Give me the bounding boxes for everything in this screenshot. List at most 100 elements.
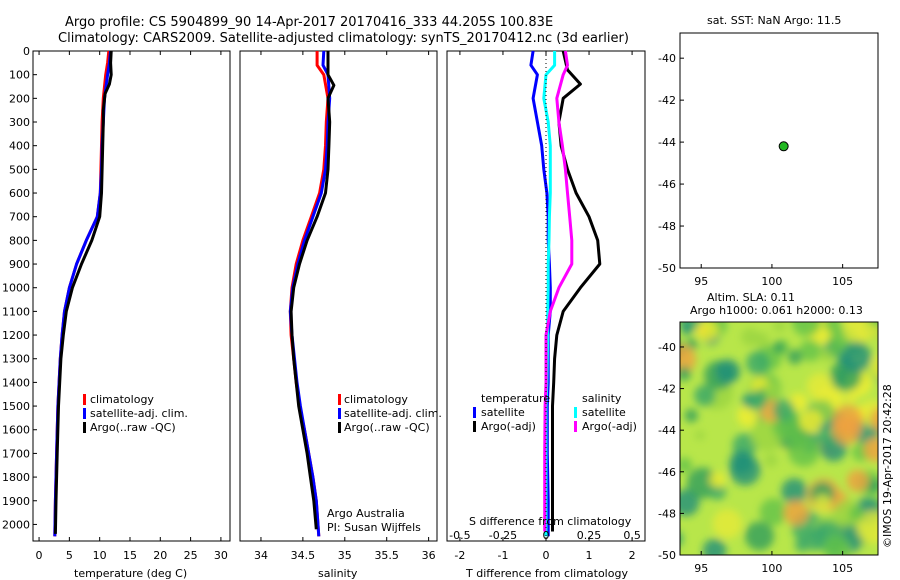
sla-anomaly-blob (773, 341, 785, 354)
legend-label-climatology: climatology (90, 393, 154, 406)
x-tick-label: 34.5 (291, 549, 316, 562)
legend-swatch-sal-argo (574, 421, 577, 432)
sla-anomaly-blob (729, 454, 761, 486)
x-tick-label: 34 (254, 549, 268, 562)
difference-x-axis-ticks: -2 -1 0 1 2 (454, 51, 636, 562)
lat-tick-label: -40 (658, 341, 676, 354)
x-tick-label: 35 (338, 549, 352, 562)
sla-anomaly-blob (846, 469, 869, 492)
lat-tick-label: -46 (658, 178, 676, 191)
depth-tick-label: 900 (9, 258, 30, 271)
legend-label-satellite: satellite-adj. clim. (90, 407, 188, 420)
sla-anomaly-blob (680, 322, 693, 335)
x-tick-label: 15 (123, 549, 137, 562)
figure-title-line2: Climatology: CARS2009. Satellite-adjuste… (58, 31, 629, 46)
profile-line (53, 50, 113, 534)
x-tick-label: 5 (66, 549, 73, 562)
difference-legend: temperature salinity satellite Argo(-adj… (473, 392, 637, 433)
sla-anomaly-blob (863, 437, 878, 462)
s-difference-tick-label: 0 (543, 529, 550, 542)
sla-anomaly-blob (787, 349, 803, 365)
map-title: sat. SST: NaN Argo: 11.5 (707, 14, 841, 27)
map-markers (778, 141, 789, 152)
sla-anomaly-blob (870, 355, 878, 379)
legend-label-satellite: satellite-adj. clim. (344, 407, 442, 420)
legend-swatch-temp-argo (473, 421, 476, 432)
x-tick-label: 10 (93, 549, 107, 562)
s-difference-tick-label: 0.5 (623, 529, 641, 542)
depth-tick-label: 2000 (2, 518, 30, 531)
x-tick-label: 2 (629, 549, 636, 562)
sla-anomaly-blob (685, 338, 698, 350)
sla-anomaly-blob (799, 339, 822, 362)
legend-swatch-argo (338, 422, 341, 433)
depth-tick-label: 800 (9, 234, 30, 247)
salinity-panel: 34 34.5 35 35.5 36 salinity climatology sate… (239, 50, 442, 580)
sla-anomaly-blob (772, 399, 795, 422)
salinity-legend: climatology satellite-adj. clim. Argo(..… (338, 393, 442, 434)
difference-panel: -2 -1 0 1 2 T difference from climatology S … (446, 50, 646, 580)
sla-anomaly-blob (831, 415, 861, 445)
sla-axis-ticks: 95 100 105 -40 -42 -44 -46 -48 -50 (658, 341, 853, 575)
sla-anomaly-blob (806, 373, 834, 400)
lon-tick-label: 95 (694, 562, 708, 575)
sla-map: Altim. SLA: 0.11 Argo h1000: 0.061 h2000… (658, 291, 879, 575)
lat-tick-label: -42 (658, 94, 676, 107)
legend-swatch-temp-satellite (473, 407, 476, 418)
lon-tick-label: 100 (761, 275, 782, 288)
x-tick-label: 0 (36, 549, 43, 562)
s-difference-tick-label: -0.25 (489, 529, 517, 542)
lat-tick-label: -50 (658, 549, 676, 562)
sla-title: Altim. SLA: 0.11 (707, 291, 795, 304)
sla-anomaly-field (680, 322, 878, 555)
lat-tick-label: -48 (658, 507, 676, 520)
sla-anomaly-blob (744, 521, 775, 551)
depth-tick-label: 1300 (2, 353, 30, 366)
x-tick-label: -1 (497, 549, 508, 562)
sla-anomaly-blob (870, 407, 878, 432)
argo-float-marker (778, 141, 789, 152)
x-tick-label: 30 (214, 549, 228, 562)
lat-tick-label: -40 (658, 52, 676, 65)
sla-anomaly-blob (794, 537, 810, 553)
s-difference-ticks: -0.5 -0.25 0 0.25 0.5 (449, 529, 641, 542)
sla-anomaly-blob (715, 359, 741, 384)
legend-swatch-satellite (338, 408, 341, 419)
x-tick-label: 1 (586, 549, 593, 562)
sla-anomaly-blob (759, 498, 787, 526)
argo-group-annotation: Argo Australia (327, 507, 405, 520)
legend-label-argo: Argo(..raw -QC) (90, 421, 176, 434)
legend-label-sal-argo: Argo(-adj) (582, 420, 637, 433)
sla-anomaly-blob (694, 430, 705, 441)
sla-anomaly-blob (814, 494, 832, 512)
lat-tick-label: -44 (658, 136, 676, 149)
sla-anomaly-blob (696, 322, 719, 342)
sla-anomaly-blob (781, 478, 808, 505)
depth-tick-label: 1800 (2, 471, 30, 484)
map-axes-frame (679, 32, 879, 269)
pi-annotation: PI: Susan Wijffels (327, 521, 421, 534)
lat-tick-label: -50 (658, 262, 676, 275)
depth-tick-label: 700 (9, 211, 30, 224)
sla-anomaly-blob (693, 384, 716, 407)
s-difference-tick-label: 0.25 (577, 529, 602, 542)
depth-tick-label: 1400 (2, 376, 30, 389)
temperature-axes-frame (32, 50, 231, 542)
lon-tick-label: 105 (832, 562, 853, 575)
sla-subtitle: Argo h1000: 0.061 h2000: 0.13 (690, 304, 863, 317)
sla-anomaly-blob (764, 453, 778, 467)
depth-tick-label: 1100 (2, 305, 30, 318)
sla-anomaly-blob (819, 348, 833, 362)
temperature-x-axis-label: temperature (deg C) (74, 567, 187, 580)
sla-anomaly-blob (709, 472, 726, 488)
salinity-profiles (288, 50, 336, 537)
sla-anomaly-blob (773, 322, 786, 333)
sla-anomaly-blob (680, 532, 684, 546)
legend-swatch-climatology (83, 394, 86, 405)
sla-anomaly-blob (783, 500, 809, 526)
imos-timestamp: ©IMOS 19-Apr-2017 20:42:28 (881, 384, 894, 548)
sla-anomaly-blob (745, 350, 771, 376)
legend-label-temp-argo: Argo(-adj) (481, 420, 536, 433)
sla-heatmap (680, 322, 878, 555)
